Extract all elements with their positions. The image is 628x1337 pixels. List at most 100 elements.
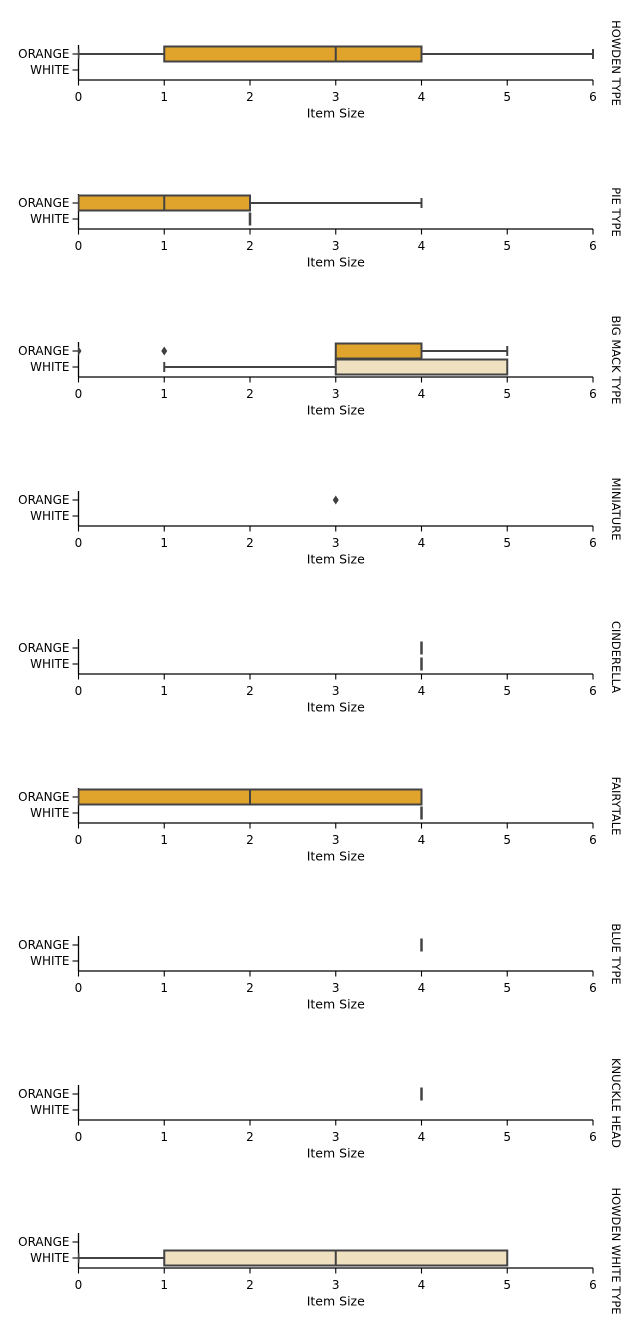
y-tick-label: WHITE [30, 360, 69, 374]
x-tick-label: 5 [503, 387, 511, 401]
x-tick-label: 3 [332, 90, 340, 104]
x-tick-label: 5 [503, 684, 511, 698]
x-axis-label: Item Size [307, 254, 365, 269]
x-axis-label: Item Size [307, 1294, 365, 1309]
x-tick-label: 1 [160, 1278, 168, 1292]
x-tick-label: 5 [503, 1130, 511, 1144]
x-tick-label: 0 [75, 833, 83, 847]
x-tick-label: 5 [503, 536, 511, 550]
panel-title: MINIATURE [609, 477, 623, 540]
panel-title: HOWDEN WHITE TYPE [609, 1187, 623, 1314]
y-tick-label: WHITE [30, 954, 69, 968]
subplot-howden-white-type: 0 1 2 3 4 5 6 ORANGE WHITE Item Size HOWDEN WHITE … [0, 1187, 628, 1337]
x-tick-label: 1 [160, 981, 168, 995]
panel-title: FAIRYTALE [609, 776, 623, 835]
x-tick-label: 2 [246, 833, 254, 847]
panel-title: KNUCKLE HEAD [609, 1057, 623, 1147]
plot-marks [78, 1249, 509, 1267]
x-axis-label: Item Size [307, 700, 365, 715]
x-axis-label: Item Size [307, 106, 365, 121]
x-tick-label: 3 [332, 1130, 340, 1144]
box-orange [163, 45, 423, 63]
x-tick-label: 6 [589, 536, 597, 550]
y-tick-label: ORANGE [18, 196, 69, 210]
box-white [334, 358, 509, 376]
x-tick-label: 6 [589, 684, 597, 698]
outlier-diamond [161, 346, 168, 356]
x-tick-label: 4 [418, 833, 426, 847]
x-tick-label: 2 [246, 536, 254, 550]
x-tick-label: 2 [246, 90, 254, 104]
x-tick-label: 6 [589, 1278, 597, 1292]
plot-marks [78, 788, 423, 819]
x-tick-label: 5 [503, 981, 511, 995]
x-tick-label: 4 [418, 239, 426, 253]
plot-marks [332, 495, 339, 504]
y-tick-label: WHITE [30, 1251, 69, 1265]
y-tick-label: ORANGE [18, 344, 69, 358]
x-tick-label: 3 [332, 684, 340, 698]
x-axis-label: Item Size [307, 551, 365, 566]
x-tick-label: 6 [589, 1130, 597, 1144]
x-axis-label: Item Size [307, 848, 365, 863]
x-tick-label: 0 [75, 1130, 83, 1144]
x-tick-label: 1 [160, 387, 168, 401]
x-tick-label: 0 [75, 684, 83, 698]
x-tick-label: 4 [418, 1278, 426, 1292]
plot-marks [78, 342, 509, 376]
x-axis-label: Item Size [307, 1145, 365, 1160]
x-tick-label: 3 [332, 1278, 340, 1292]
x-tick-label: 6 [589, 981, 597, 995]
x-tick-label: 1 [160, 239, 168, 253]
x-tick-label: 1 [160, 90, 168, 104]
y-tick-label: WHITE [30, 1103, 69, 1117]
x-tick-label: 2 [246, 1130, 254, 1144]
x-tick-label: 6 [589, 833, 597, 847]
subplot-fairytale: 0 1 2 3 4 5 6 ORANGE WHITE Item Size FAIRYTALE [0, 743, 628, 892]
y-tick-label: ORANGE [18, 493, 69, 507]
y-tick-label: WHITE [30, 806, 69, 820]
x-tick-label: 5 [503, 239, 511, 253]
x-tick-label: 5 [503, 90, 511, 104]
x-tick-label: 1 [160, 536, 168, 550]
x-tick-label: 0 [75, 239, 83, 253]
x-tick-label: 0 [75, 981, 83, 995]
panel-title: BLUE TYPE [609, 923, 623, 984]
plot-marks [78, 45, 594, 63]
x-tick-label: 4 [418, 387, 426, 401]
y-tick-label: ORANGE [18, 938, 69, 952]
x-tick-label: 0 [75, 1278, 83, 1292]
subplot-knuckle-head: 0 1 2 3 4 5 6 ORANGE WHITE Item Size KNUCKLE HEAD [0, 1040, 628, 1189]
x-tick-label: 4 [418, 536, 426, 550]
x-axis-label: Item Size [307, 403, 365, 418]
x-tick-label: 2 [246, 1278, 254, 1292]
x-tick-label: 6 [589, 90, 597, 104]
y-tick-label: ORANGE [18, 1235, 69, 1249]
y-tick-label: ORANGE [18, 790, 69, 804]
x-tick-label: 3 [332, 387, 340, 401]
x-tick-label: 3 [332, 833, 340, 847]
x-tick-label: 3 [332, 981, 340, 995]
x-tick-label: 5 [503, 833, 511, 847]
x-tick-label: 2 [246, 239, 254, 253]
x-tick-label: 1 [160, 684, 168, 698]
x-tick-label: 4 [418, 981, 426, 995]
y-tick-label: WHITE [30, 509, 69, 523]
x-tick-label: 4 [418, 684, 426, 698]
x-tick-label: 2 [246, 387, 254, 401]
panel-title: BIG MACK TYPE [609, 316, 623, 405]
x-tick-label: 3 [332, 239, 340, 253]
x-tick-label: 6 [589, 239, 597, 253]
x-tick-label: 1 [160, 833, 168, 847]
x-tick-label: 0 [75, 536, 83, 550]
x-tick-label: 0 [75, 387, 83, 401]
x-tick-label: 4 [418, 90, 426, 104]
subplot-blue-type: 0 1 2 3 4 5 6 ORANGE WHITE Item Size BLUE TYPE [0, 891, 628, 1040]
y-tick-label: ORANGE [18, 1087, 69, 1101]
x-tick-label: 0 [75, 90, 83, 104]
outlier-diamond [332, 495, 339, 504]
x-tick-label: 5 [503, 1278, 511, 1292]
subplot-cinderella: 0 1 2 3 4 5 6 ORANGE WHITE Item Size CINDERELLA [0, 594, 628, 743]
x-tick-label: 1 [160, 1130, 168, 1144]
